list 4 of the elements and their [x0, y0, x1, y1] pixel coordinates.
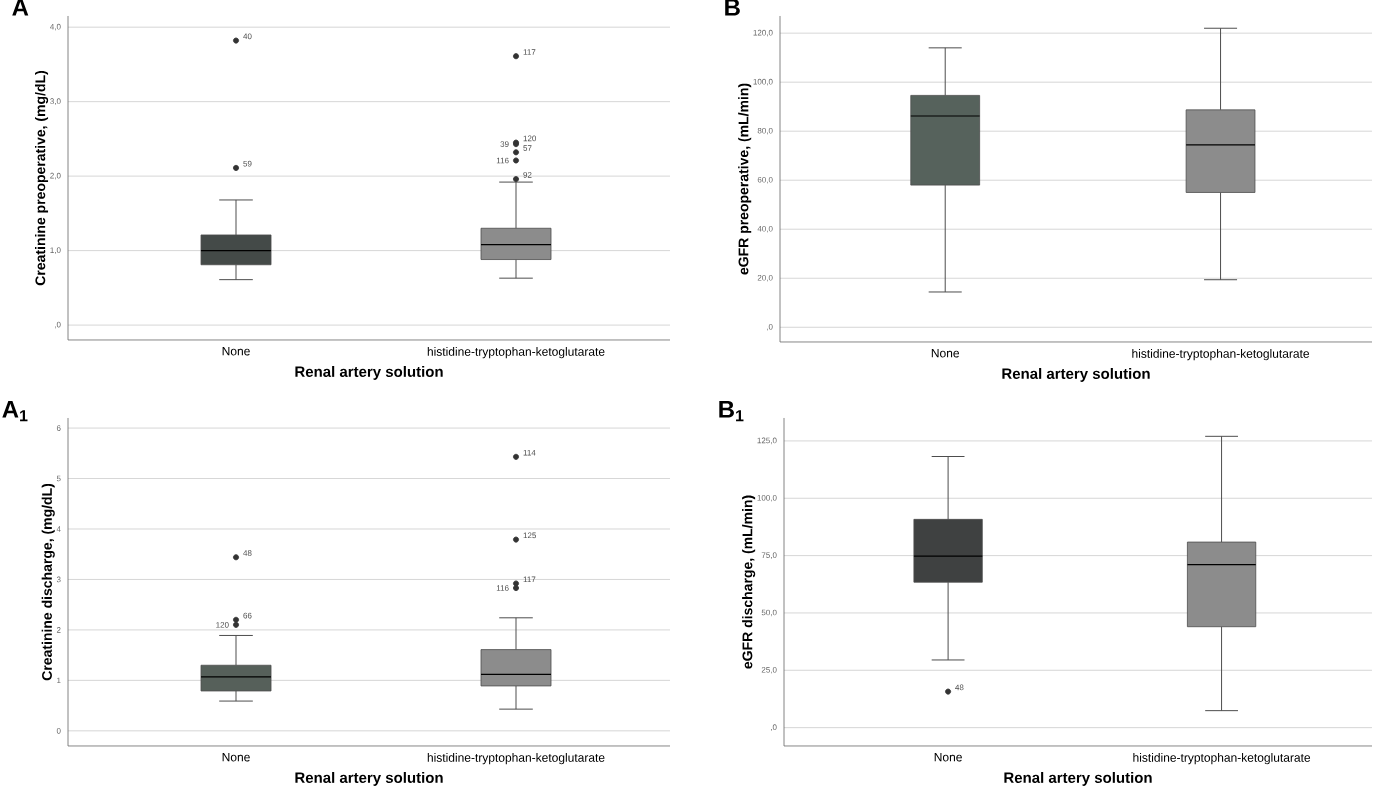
chart-title: A$_{1}$ [2, 401, 28, 422]
chart-title: B [725, 0, 740, 16]
chart-title: A [12, 0, 29, 16]
chart-title: B$_{1}$ [719, 401, 744, 422]
